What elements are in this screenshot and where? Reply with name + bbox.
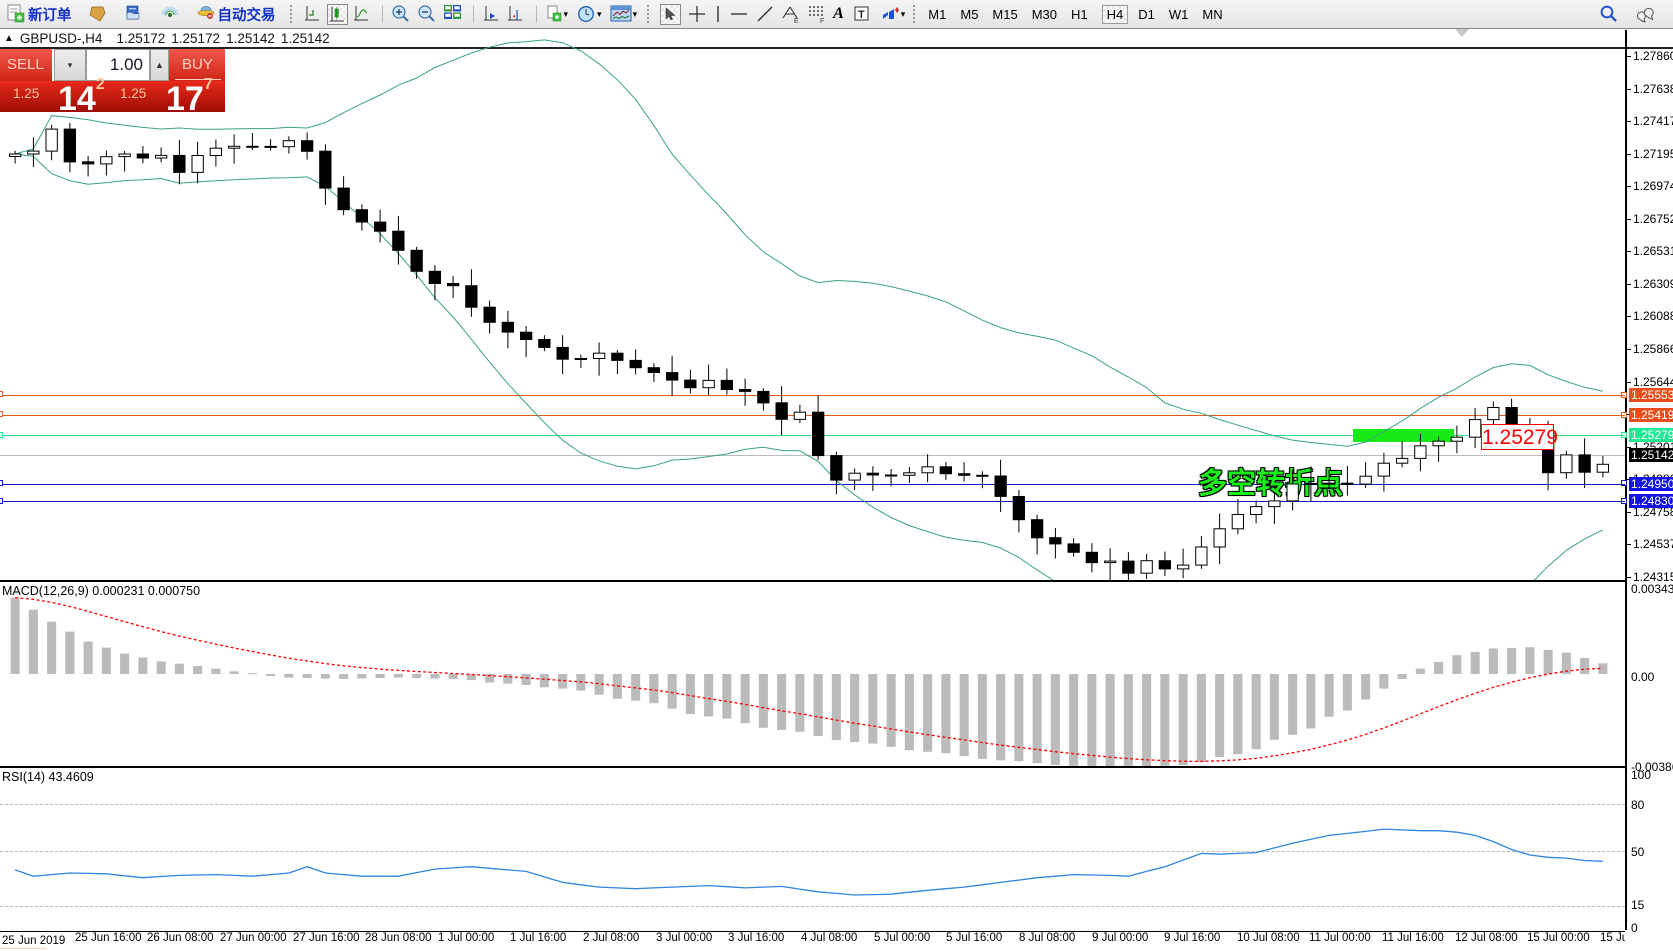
svg-text:E: E	[794, 18, 799, 24]
svg-text:F: F	[820, 18, 824, 24]
svg-text:T: T	[858, 9, 865, 21]
